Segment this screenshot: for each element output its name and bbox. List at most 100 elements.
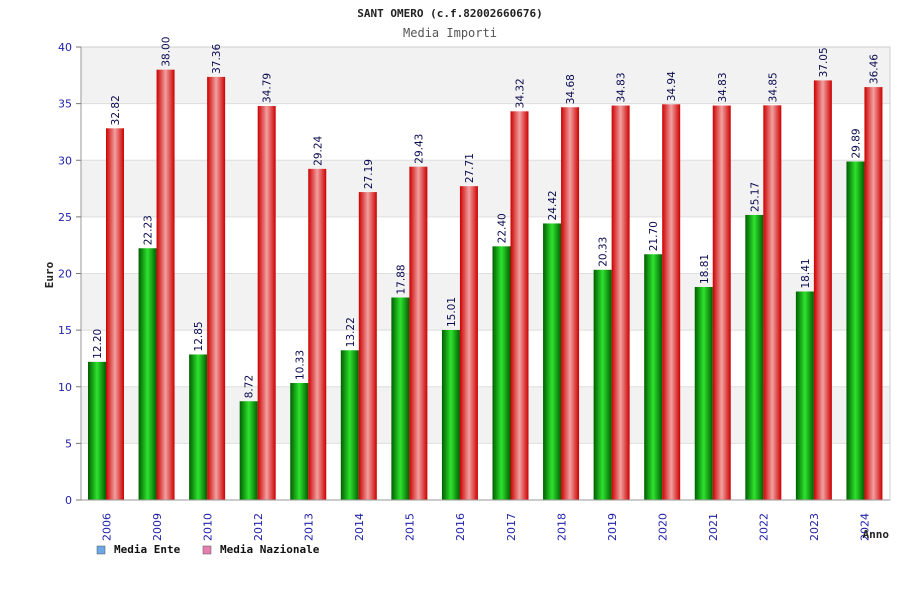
value-label-media-ente-2013: 10.33 xyxy=(294,350,306,380)
bar-media-ente-2013 xyxy=(290,383,309,500)
value-label-media-ente-2024: 29.89 xyxy=(850,128,862,158)
value-label-media-nazionale-2023: 37.05 xyxy=(818,47,830,77)
value-label-media-nazionale-2019: 34.83 xyxy=(616,72,628,102)
bar-media-ente-2022 xyxy=(745,214,764,500)
x-tick-label-2023: 2023 xyxy=(808,513,821,541)
value-label-media-ente-2021: 18.81 xyxy=(699,254,711,284)
bar-media-ente-2023 xyxy=(795,291,814,500)
bar-media-ente-2012 xyxy=(239,401,258,500)
bar-media-nazionale-2016 xyxy=(459,186,478,500)
value-label-media-ente-2010: 12.85 xyxy=(193,321,205,351)
bar-media-ente-2006 xyxy=(88,361,106,500)
value-labels-layer: 12.20 32.82 22.23 38.00 12.85 37.36 8.72 34.79 1… xyxy=(92,37,880,399)
value-label-media-nazionale-2021: 34.83 xyxy=(717,72,729,102)
bar-media-ente-2017 xyxy=(492,246,511,500)
y-tick-label: 35 xyxy=(58,98,72,111)
bar-media-ente-2014 xyxy=(340,350,359,500)
x-tick-label-2014: 2014 xyxy=(353,513,366,541)
bar-media-nazionale-2009 xyxy=(156,69,175,501)
bar-media-nazionale-2012 xyxy=(257,106,276,501)
value-label-media-nazionale-2009: 38.00 xyxy=(161,37,173,67)
y-axis: 0 5 10 15 20 25 30 35 40 xyxy=(58,41,82,507)
value-label-media-nazionale-2016: 27.71 xyxy=(464,153,476,183)
value-label-media-ente-2020: 21.70 xyxy=(648,221,660,251)
bar-media-nazionale-2022 xyxy=(763,105,782,500)
x-tick-label-2018: 2018 xyxy=(555,513,568,541)
x-tick-label-2013: 2013 xyxy=(303,513,316,541)
x-tick-label-2024: 2024 xyxy=(859,513,872,541)
y-axis-title: Euro xyxy=(43,261,56,288)
bar-media-nazionale-2023 xyxy=(813,80,832,500)
chart-title: SANT OMERO (c.f.82002660676) xyxy=(357,7,542,20)
value-label-media-ente-2019: 20.33 xyxy=(598,237,610,267)
y-tick-label: 25 xyxy=(58,211,72,224)
value-label-media-nazionale-2010: 37.36 xyxy=(211,44,223,74)
bar-media-nazionale-2019 xyxy=(611,105,630,501)
bar-media-nazionale-2014 xyxy=(358,192,377,501)
y-tick-label: 15 xyxy=(58,324,72,337)
bar-media-ente-2021 xyxy=(694,286,713,500)
bar-media-nazionale-2006 xyxy=(106,128,124,500)
value-label-media-nazionale-2012: 34.79 xyxy=(262,73,274,103)
y-tick-label: 40 xyxy=(58,41,72,54)
bar-media-nazionale-2021 xyxy=(712,105,731,501)
x-axis-title: Anno xyxy=(863,528,890,541)
value-label-media-nazionale-2006: 32.82 xyxy=(110,95,122,125)
bar-media-nazionale-2010 xyxy=(207,76,226,500)
value-label-media-ente-2006: 12.20 xyxy=(92,329,104,359)
x-tick-label-2009: 2009 xyxy=(151,513,164,541)
x-tick-label-2010: 2010 xyxy=(201,513,214,541)
value-label-media-ente-2017: 22.40 xyxy=(497,213,509,243)
value-label-media-nazionale-2024: 36.46 xyxy=(868,54,880,84)
value-label-media-ente-2015: 17.88 xyxy=(395,264,407,294)
y-tick-label: 30 xyxy=(58,154,72,167)
value-label-media-ente-2014: 13.22 xyxy=(345,317,357,347)
legend-label-media-nazionale: Media Nazionale xyxy=(220,543,320,556)
bar-media-nazionale-2020 xyxy=(662,104,681,500)
value-label-media-ente-2016: 15.01 xyxy=(446,297,458,327)
bar-media-ente-2018 xyxy=(543,223,562,501)
bar-media-ente-2019 xyxy=(593,269,612,500)
x-tick-label-2015: 2015 xyxy=(404,513,417,541)
x-tick-label-2019: 2019 xyxy=(606,513,619,541)
value-label-media-nazionale-2015: 29.43 xyxy=(413,134,425,164)
value-label-media-nazionale-2018: 34.68 xyxy=(565,74,577,104)
x-axis: 2006 2009 2010 2012 2013 2014 2015 2016 2017 2018… xyxy=(81,499,890,541)
value-label-media-nazionale-2017: 34.32 xyxy=(515,78,527,108)
chart-subtitle: Media Importi xyxy=(403,26,497,40)
value-label-media-nazionale-2022: 34.85 xyxy=(767,72,779,102)
value-label-media-ente-2009: 22.23 xyxy=(143,215,155,245)
value-label-media-ente-2022: 25.17 xyxy=(749,182,761,212)
bars-layer xyxy=(88,69,883,501)
value-label-media-ente-2023: 18.41 xyxy=(800,258,812,288)
bar-media-ente-2020 xyxy=(644,254,663,500)
bar-media-ente-2010 xyxy=(189,354,208,500)
y-tick-label: 5 xyxy=(65,437,72,450)
value-label-media-ente-2018: 24.42 xyxy=(547,190,559,220)
bar-media-nazionale-2015 xyxy=(409,166,428,500)
bar-media-nazionale-2024 xyxy=(864,87,883,500)
x-tick-label-2020: 2020 xyxy=(656,513,669,541)
y-tick-label: 0 xyxy=(65,494,72,507)
bar-media-nazionale-2013 xyxy=(308,168,327,500)
bar-media-nazionale-2017 xyxy=(510,111,529,501)
y-tick-label: 10 xyxy=(58,381,72,394)
x-tick-label-2021: 2021 xyxy=(707,513,720,541)
x-tick-label-2017: 2017 xyxy=(505,513,518,541)
x-tick-label-2016: 2016 xyxy=(454,513,467,541)
x-tick-label-2022: 2022 xyxy=(758,513,771,541)
y-tick-label: 20 xyxy=(58,268,72,281)
bar-media-ente-2009 xyxy=(138,248,157,500)
value-label-media-nazionale-2013: 29.24 xyxy=(312,135,324,165)
bar-media-ente-2015 xyxy=(391,297,410,500)
value-label-media-nazionale-2014: 27.19 xyxy=(363,159,375,189)
x-tick-label-2012: 2012 xyxy=(252,513,265,541)
value-label-media-ente-2012: 8.72 xyxy=(244,375,256,398)
legend-swatch-media-ente xyxy=(96,545,106,555)
x-tick-label-2006: 2006 xyxy=(100,513,113,541)
legend-label-media-ente: Media Ente xyxy=(114,543,181,556)
bar-media-nazionale-2018 xyxy=(561,107,580,501)
legend-swatch-media-nazionale xyxy=(202,545,212,555)
bar-media-ente-2024 xyxy=(846,161,865,501)
